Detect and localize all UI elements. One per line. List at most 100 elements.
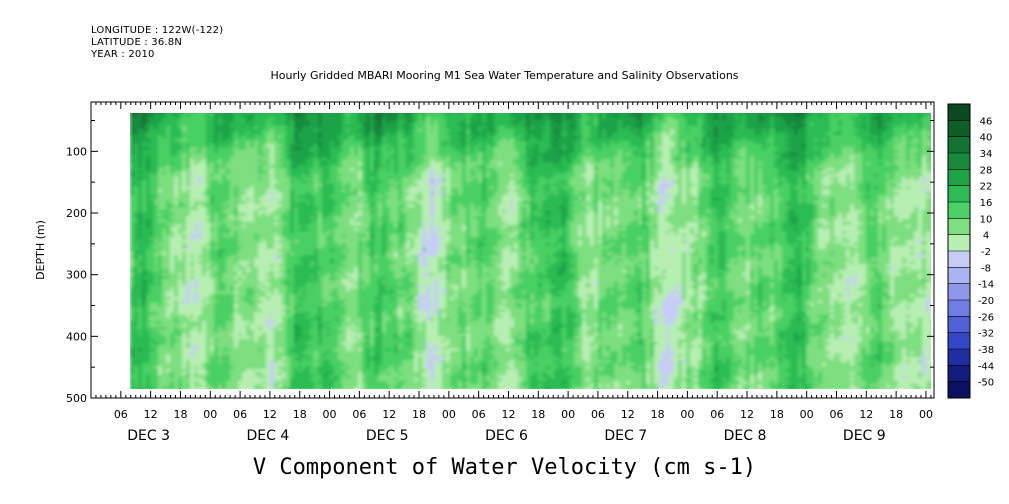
heatmap-cell [150,174,155,178]
heatmap-cell [170,237,175,241]
heatmap-cell [206,126,211,130]
heatmap-cell [162,195,167,199]
heatmap-cell [138,333,143,337]
heatmap-cell [154,165,159,169]
heatmap-cell [134,234,139,238]
heatmap-cell [158,129,163,133]
heatmap-cell [138,234,143,238]
heatmap-cell [174,345,179,349]
heatmap-cell [158,264,163,268]
heatmap-cell [154,267,159,271]
heatmap-cell [186,117,191,121]
heatmap-cell [194,321,199,325]
heatmap-cell [138,378,143,382]
heatmap-cell [178,387,183,389]
heatmap-cell [166,366,171,370]
heatmap-cell [162,255,167,259]
heatmap-cell [138,357,143,361]
heatmap-cell [190,342,195,346]
heatmap-cell [150,126,155,130]
heatmap-cell [198,252,203,256]
heatmap-cell [202,324,207,328]
heatmap-cell [154,183,159,187]
heatmap-cell [130,174,135,178]
heatmap-cell [206,237,211,241]
heatmap-cell [158,219,163,223]
heatmap-cell [206,294,211,298]
heatmap-cell [322,108,327,112]
heatmap-cell [202,309,207,313]
heatmap-cell [210,113,215,115]
heatmap-cell [202,141,207,145]
heatmap-cell [198,366,203,370]
heatmap-cell [186,282,191,286]
heatmap-cell [210,216,215,220]
heatmap-cell [158,249,163,253]
heatmap-cell [210,174,215,178]
heatmap-cell [146,174,151,178]
heatmap-cell [182,207,187,211]
heatmap-cell [130,258,135,262]
heatmap-cell [198,339,203,343]
heatmap-cell [142,162,147,166]
heatmap-cell [202,207,207,211]
heatmap-cell [178,375,183,379]
heatmap-cell [254,105,259,109]
heatmap-cell [158,225,163,229]
heatmap-cell [174,372,179,376]
heatmap-cell [194,324,199,328]
heatmap-cell [134,264,139,268]
heatmap-cell [186,300,191,304]
heatmap-cell [198,285,203,289]
heatmap-cell [194,303,199,307]
heatmap-cell [146,345,151,349]
heatmap-cell [190,339,195,343]
heatmap-cell [166,105,171,109]
heatmap-cell [202,369,207,373]
heatmap-cell [138,354,143,358]
heatmap-cell [178,183,183,187]
heatmap-cell [230,387,235,389]
heatmap-cell [186,312,191,316]
heatmap-cell [130,270,135,274]
heatmap-cell [166,204,171,208]
heatmap-cell [194,113,199,115]
heatmap-cell [186,234,191,238]
heatmap-cell [130,165,135,169]
heatmap-cell [182,258,187,262]
heatmap-cell [142,186,147,190]
heatmap-cell [206,135,211,139]
heatmap-cell [154,345,159,349]
heatmap-cell [202,201,207,205]
heatmap-cell [170,189,175,193]
heatmap-cell [206,201,211,205]
heatmap-cell [158,189,163,193]
heatmap-cell [142,348,147,352]
heatmap-cell [170,159,175,163]
heatmap-cell [170,372,175,376]
heatmap-cell [198,291,203,295]
heatmap-cell [262,102,267,106]
heatmap-cell [198,360,203,364]
heatmap-cell [130,276,135,280]
heatmap-cell [150,144,155,148]
heatmap-cell [146,372,151,376]
heatmap-cell [138,210,143,214]
heatmap-cell [130,183,135,187]
heatmap-cell [182,291,187,295]
heatmap-cell [298,108,303,112]
heatmap-cell [134,213,139,217]
heatmap-cell [162,381,167,385]
heatmap-cell [206,216,211,220]
heatmap-cell [190,243,195,247]
heatmap-cell [174,387,179,389]
heatmap-cell [178,228,183,232]
heatmap-cell [194,147,199,151]
heatmap-cell [170,132,175,136]
heatmap-cell [142,294,147,298]
heatmap-cell [190,213,195,217]
heatmap-cell [130,147,135,151]
heatmap-cell [130,243,135,247]
heatmap-cell [206,150,211,154]
heatmap-cell [186,357,191,361]
